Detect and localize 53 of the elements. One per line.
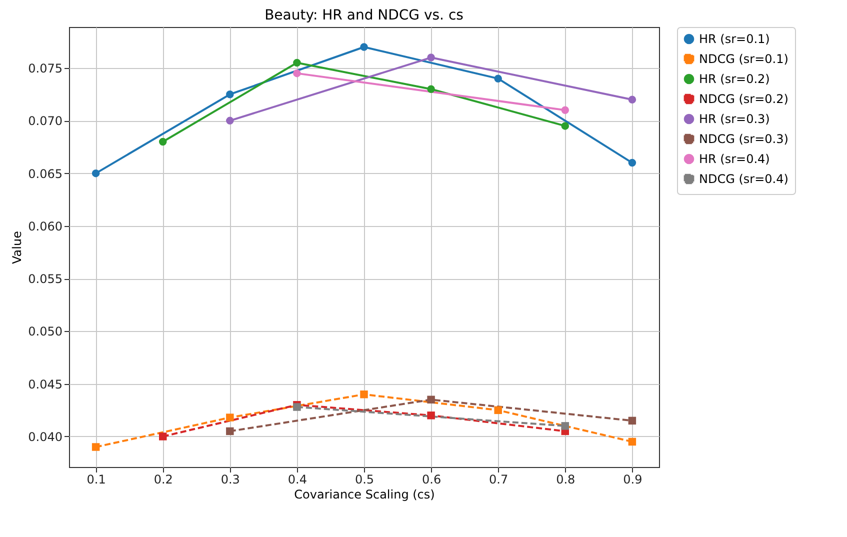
point	[427, 412, 435, 420]
point	[226, 116, 234, 125]
point	[158, 432, 167, 440]
legend-label: HR (sr=0.1)	[699, 32, 770, 46]
point	[226, 427, 234, 436]
y-tick-label: 0.040	[28, 430, 62, 444]
point	[494, 406, 502, 414]
x-tick-label: 0.4	[288, 472, 307, 486]
x-tick-label: 0.3	[220, 472, 240, 486]
point	[293, 58, 301, 67]
x-tick-label: 0.2	[154, 472, 173, 486]
x-tick-label: 0.8	[556, 472, 576, 486]
chart-title: Beauty: HR and NDCG vs. cs	[264, 8, 464, 24]
point	[494, 74, 502, 82]
point	[628, 416, 636, 425]
point	[628, 158, 636, 167]
point	[561, 106, 570, 114]
y-tick-label: 0.050	[28, 324, 62, 339]
y-tick-label: 0.070	[28, 114, 62, 128]
point	[628, 96, 636, 104]
point	[427, 85, 435, 93]
point	[561, 122, 570, 130]
point	[561, 422, 570, 430]
point	[360, 390, 368, 398]
legend-label: HR (sr=0.4)	[699, 152, 770, 166]
point	[427, 54, 435, 62]
legend-label: NDCG (sr=0.3)	[699, 132, 788, 146]
point	[427, 396, 435, 404]
y-tick-label: 0.065	[28, 166, 62, 181]
point	[226, 90, 234, 98]
x-tick-label: 0.7	[489, 472, 508, 486]
legend-label: HR (sr=0.2)	[699, 72, 770, 86]
x-tick-label: 0.5	[354, 472, 374, 486]
x-tick-label: 0.1	[86, 472, 106, 486]
legend-label: HR (sr=0.3)	[699, 112, 770, 126]
point	[158, 138, 167, 146]
point	[628, 438, 636, 446]
y-axis-title: Value	[10, 231, 24, 264]
point	[360, 43, 368, 51]
point	[92, 169, 100, 178]
y-tick-label: 0.060	[28, 219, 62, 234]
point	[226, 414, 234, 422]
x-tick-label: 0.9	[623, 472, 642, 486]
x-tick-label: 0.6	[422, 472, 442, 486]
legend-label: NDCG (sr=0.4)	[699, 172, 788, 186]
y-tick-label: 0.055	[28, 272, 62, 286]
legend-label: NDCG (sr=0.1)	[699, 52, 788, 66]
x-axis-title: Covariance Scaling (cs)	[294, 488, 435, 502]
legend-label: NDCG (sr=0.2)	[699, 92, 788, 106]
y-tick-label: 0.045	[28, 377, 62, 392]
y-tick-label: 0.075	[28, 62, 62, 76]
point	[92, 443, 100, 451]
point	[293, 69, 301, 78]
